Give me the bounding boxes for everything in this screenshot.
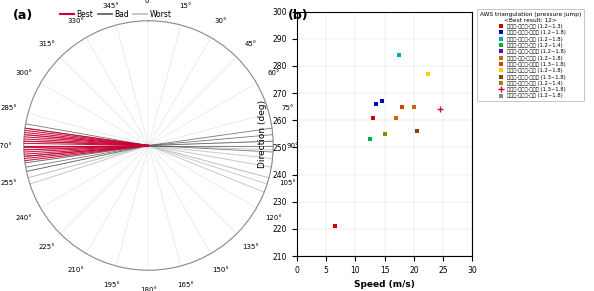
Y-axis label: Direction (deg): Direction (deg) [258,100,267,168]
Text: (a): (a) [13,9,33,22]
X-axis label: Speed (m/s): Speed (m/s) [354,280,415,289]
Text: (b): (b) [288,9,309,22]
Legend: Best, Bad, Worst: Best, Bad, Worst [57,7,174,22]
Legend: 하대도-효산도-연스 (1.2~1.3), 하대도-하대도-자제도 (1.2~1.8), 하대도-하대도-연스 (1.2~1.8), 하대도-자제도-연스 (1: 하대도-효산도-연스 (1.2~1.3), 하대도-하대도-자제도 (1.2~1… [478,9,584,101]
